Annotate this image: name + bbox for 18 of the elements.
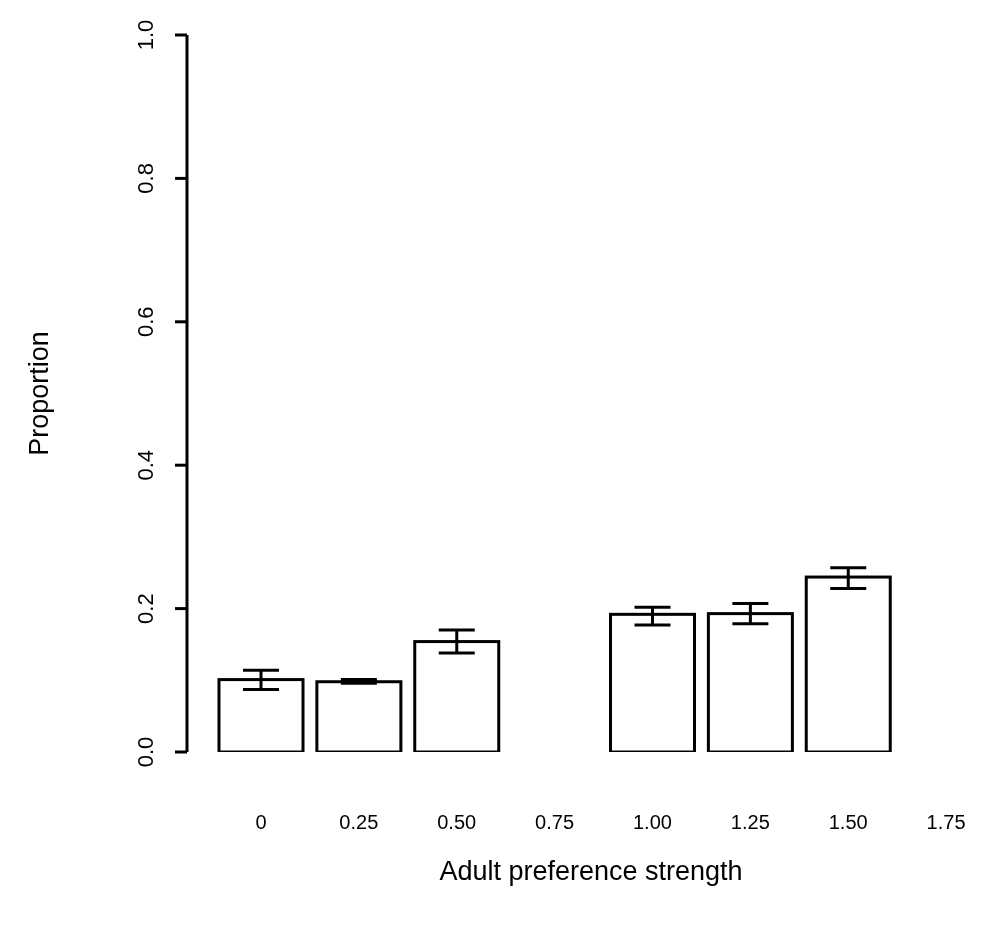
x-tick-label: 0.75 (535, 811, 575, 834)
y-tick-label: 0.4 (133, 449, 158, 481)
x-tick-label: 0 (255, 811, 267, 834)
x-tick-label: 1.50 (828, 811, 868, 834)
x-tick-label: 0.25 (339, 811, 379, 834)
x-tick-label: 0.50 (437, 811, 477, 834)
x-tick-label: 1.00 (632, 811, 672, 834)
y-tick-label: 0.2 (133, 593, 158, 624)
y-tick-label: 0.6 (133, 306, 158, 338)
x-axis-title: Adult preference strength (439, 856, 743, 886)
y-tick-label: 1.0 (133, 19, 158, 51)
y-tick-label: 0.0 (133, 736, 158, 768)
bar (609, 612, 696, 752)
y-axis-title: Proportion (23, 331, 54, 456)
x-tick-label: 1.25 (730, 811, 770, 834)
bar (315, 680, 403, 752)
x-tick-label: 1.75 (926, 811, 966, 834)
y-tick-label: 0.8 (133, 163, 158, 194)
